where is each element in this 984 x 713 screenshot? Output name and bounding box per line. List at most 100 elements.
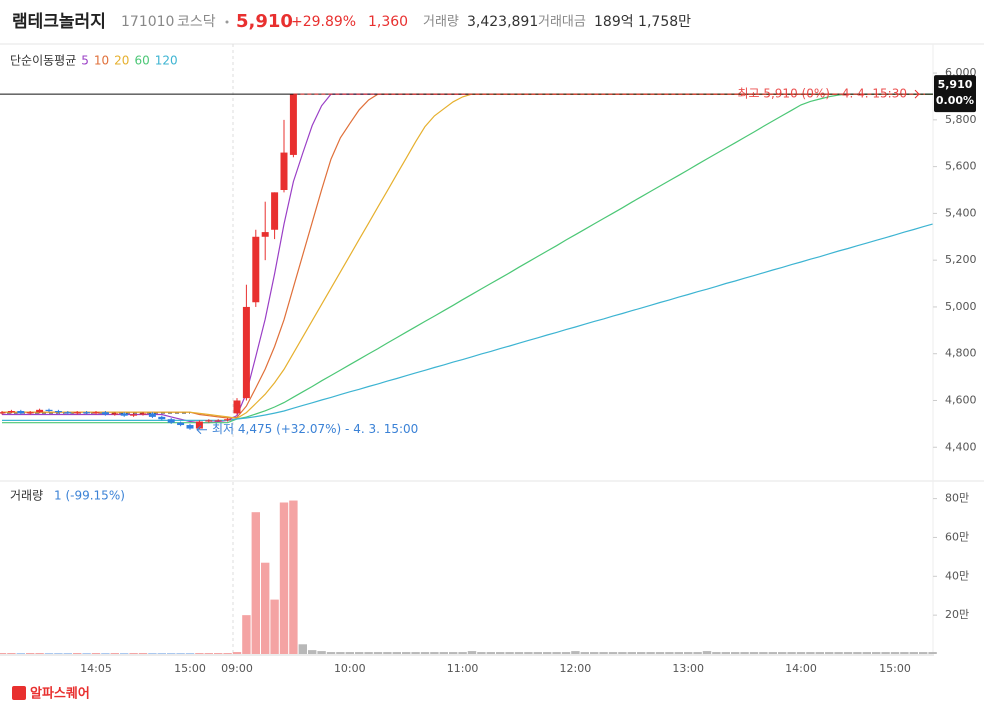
volume-bar <box>364 652 373 654</box>
amount-label: 거래대금 <box>538 15 586 30</box>
volume-bar <box>26 653 35 654</box>
volume-bar <box>872 652 881 654</box>
volume-bar <box>665 652 674 654</box>
candle-body <box>45 409 53 412</box>
volume-bar <box>157 653 166 654</box>
volume-bar <box>853 652 862 654</box>
volume-bar <box>44 653 54 654</box>
volume-bar <box>176 653 185 654</box>
candle-body <box>130 414 138 416</box>
volume-bar <box>402 652 411 654</box>
volume-bar <box>843 652 853 654</box>
volume-bar <box>392 652 401 654</box>
candle-body <box>92 412 100 414</box>
volume-bar <box>383 652 392 654</box>
volume-title: 거래량 <box>10 489 43 503</box>
volume-bar <box>185 653 195 654</box>
volume-bar <box>890 652 900 654</box>
volume-bar <box>129 653 138 654</box>
y-tick-label: 5,000 <box>945 300 977 313</box>
candle-body <box>242 306 250 399</box>
y-tick-label: 5,600 <box>945 160 977 173</box>
brand-icon <box>12 686 26 700</box>
y-tick-label: 40만 <box>945 569 969 582</box>
volume-bar <box>524 652 533 654</box>
volume-bar <box>411 652 420 654</box>
separator <box>225 20 229 24</box>
volume-bar <box>721 652 730 654</box>
volume-bar <box>928 652 937 654</box>
volume: 3,423,891 <box>467 14 538 30</box>
volume-bar <box>289 500 298 654</box>
volume-bar <box>561 652 571 654</box>
volume-bar <box>514 652 524 654</box>
volume-bar <box>580 652 589 654</box>
volume-bar <box>796 652 806 654</box>
volume-bar <box>552 652 561 654</box>
annotation-arrow <box>914 89 920 99</box>
volume-bar <box>101 653 110 654</box>
volume-bar <box>91 653 101 654</box>
volume-bar <box>82 653 91 654</box>
volume-bar <box>317 651 326 654</box>
price-tag-label: 5,910 <box>938 78 973 91</box>
legend-item: 10 <box>94 54 109 68</box>
volume-bar <box>778 652 787 654</box>
price-tag <box>934 75 976 113</box>
volume-bar <box>439 652 448 654</box>
volume-bar <box>110 653 119 654</box>
volume-bar <box>740 652 749 654</box>
volume-bar <box>787 652 796 654</box>
annotation: 최고 5,910 (0%) - 4. 4. 15:30 <box>737 87 907 101</box>
volume-bar <box>195 653 204 654</box>
volume-bar <box>298 644 307 654</box>
volume-bar <box>806 652 815 654</box>
candle-body <box>54 411 62 413</box>
volume-bar <box>251 512 260 654</box>
candle-body <box>64 412 72 414</box>
x-tick-label: 12:00 <box>560 662 592 675</box>
volume-bar <box>223 653 232 654</box>
volume-bar <box>815 652 824 654</box>
ma-line <box>2 93 933 419</box>
volume-bar <box>618 652 627 654</box>
ma-line <box>2 93 933 424</box>
volume-bar <box>279 502 289 654</box>
volume-bar <box>646 652 655 654</box>
y-tick-label: 5,400 <box>945 206 977 219</box>
volume-bar <box>204 653 213 654</box>
y-tick-label: 60만 <box>945 530 969 543</box>
volume-bar <box>731 652 740 654</box>
y-tick-label: 4,400 <box>945 440 977 453</box>
volume-bar <box>674 652 683 654</box>
volume-bar <box>712 652 721 654</box>
candle-body <box>83 412 91 414</box>
x-tick-label: 15:00 <box>879 662 911 675</box>
volume-bar <box>261 562 270 654</box>
volume-bar <box>148 653 157 654</box>
legend-item: 60 <box>134 54 149 68</box>
volume-bar <box>862 652 871 654</box>
candle-body <box>7 411 15 413</box>
ma-line <box>2 93 933 419</box>
volume-bar <box>167 653 176 654</box>
brand[interactable]: 알파스퀘어 <box>30 686 90 702</box>
volume-bar <box>63 653 72 654</box>
candle-body <box>73 412 81 414</box>
volume-bar <box>120 653 129 654</box>
volume-bar <box>449 652 458 654</box>
volume-bar <box>35 653 44 654</box>
candle-body <box>271 192 279 230</box>
volume-bar <box>655 652 665 654</box>
volume-bar <box>543 652 552 654</box>
volume-bar <box>355 652 364 654</box>
volume-bar <box>232 652 242 654</box>
volume-subtitle: 1 (-99.15%) <box>54 489 125 503</box>
volume-bar <box>477 652 486 654</box>
stock-name: 램테크놀러지 <box>12 12 106 32</box>
candle-body <box>0 412 6 414</box>
x-tick-label: 11:00 <box>447 662 479 675</box>
volume-label: 거래량 <box>423 15 459 30</box>
volume-bar <box>345 652 354 654</box>
volume-bar <box>627 652 636 654</box>
